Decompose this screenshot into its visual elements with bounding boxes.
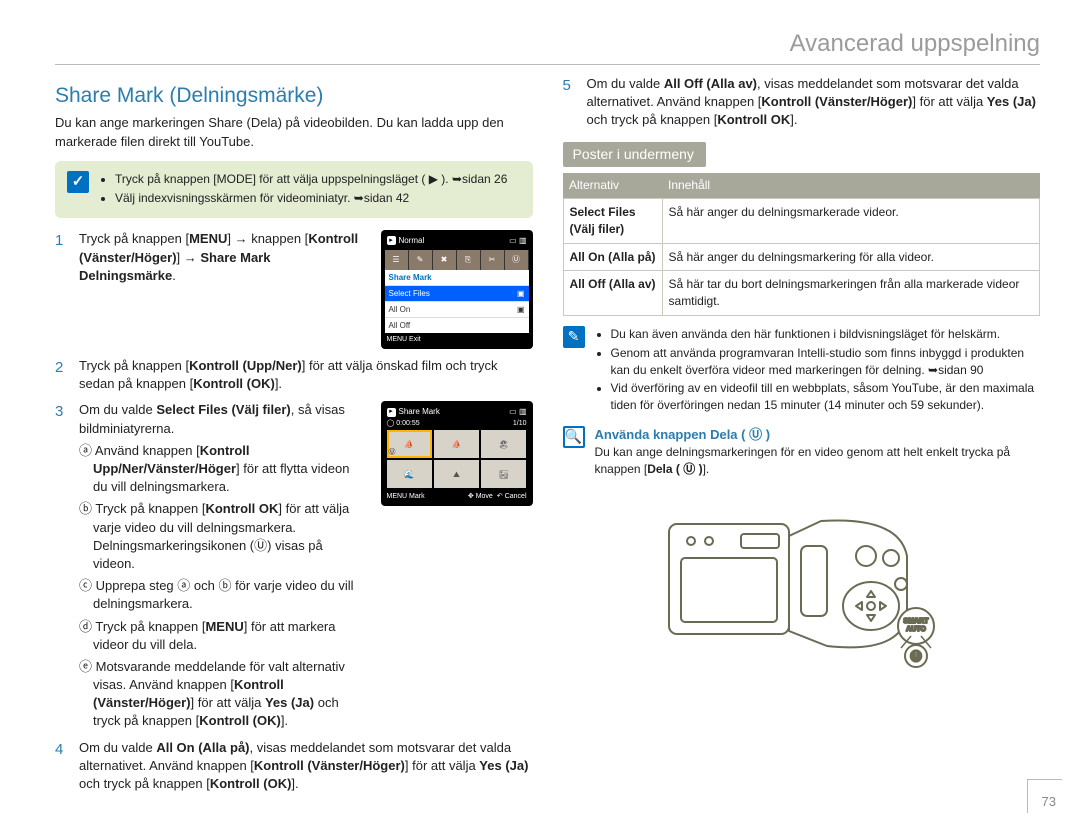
lcd-count: 1/10 (513, 419, 527, 429)
camera-illustration: SMART AUTO Ⓤ (651, 486, 951, 686)
step-text: Om du valde All On (Alla på), visas medd… (79, 739, 533, 794)
bookmark-icon: ▣ (517, 288, 525, 299)
lcd-tab-icon: Ⓤ (505, 250, 529, 270)
table-row: All Off (Alla av) Så här tar du bort del… (563, 271, 1040, 316)
step-number: 5 (563, 75, 577, 96)
table-head-alternativ: Alternativ (563, 173, 662, 198)
lcd-title: Share Mark (399, 406, 440, 417)
table-head-innehall: Innehåll (662, 173, 1039, 198)
lcd-tab-icon: ⎘ (457, 250, 481, 270)
check-icon: ✓ (67, 171, 89, 193)
step-sub-c: ⓒ Upprepa steg ⓐ och ⓑ för varje video d… (79, 577, 365, 613)
step-sub-b: ⓑ Tryck på knappen [Kontroll OK] för att… (79, 500, 365, 573)
page-number: 73 (1027, 779, 1062, 813)
step-text: Tryck på knappen [Kontroll (Upp/Ner)] fö… (79, 357, 533, 393)
thumbnail: 🌊 (387, 460, 432, 488)
table-key: All On (Alla på) (563, 243, 662, 271)
battery-icon: ▭ ▥ (509, 235, 526, 246)
lcd-menu-item: All Off (389, 320, 411, 331)
tip-title: Använda knappen Dela ( Ⓤ ) (595, 426, 1041, 444)
table-key: Select Files(Välj filer) (563, 198, 662, 243)
step-number: 2 (55, 357, 69, 378)
lcd-top-label: Normal (399, 235, 425, 246)
lcd-figure-thumbs: ▸ Share Mark ▭ ▥ ◯ 0:00:55 1/10 ⛵Ⓤ ⛵ (381, 401, 533, 506)
lcd-menu-title: Share Mark (389, 272, 432, 283)
thumbnail: 🏖 (481, 430, 526, 458)
note-item: Vid överföring av en videofil till en we… (611, 380, 1041, 414)
step-sub-a: ⓐ Använd knappen [Kontroll Upp/Ner/Vänst… (79, 442, 365, 497)
lcd-foot-exit: MENU Exit (387, 335, 421, 345)
table-val: Så här anger du delningsmarkering för al… (662, 243, 1039, 271)
page-header-title: Avancerad uppspelning (55, 30, 1040, 65)
bookmark-icon: ▣ (517, 304, 525, 315)
table-row: Select Files(Välj filer) Så här anger du… (563, 198, 1040, 243)
precondition-box: ✓ Tryck på knappen [MODE] för att välja … (55, 161, 533, 219)
step-text: Tryck på knappen [MENU] → knappen [Kontr… (79, 230, 365, 285)
options-table: Alternativ Innehåll Select Files(Välj fi… (563, 173, 1041, 316)
svg-text:SMART: SMART (904, 618, 930, 625)
thumbnail: 🏜 (481, 460, 526, 488)
pencil-icon: ✎ (563, 326, 585, 348)
table-row: All On (Alla på) Så här anger du delning… (563, 243, 1040, 271)
lcd-tab-icon: ☰ (385, 250, 409, 270)
lcd-tab-icon: ✎ (409, 250, 433, 270)
lcd-foot-move: ✥ Move (468, 492, 493, 502)
note-box: ✎ Du kan även använda den här funktionen… (563, 326, 1041, 416)
table-val: Så här anger du delningsmarkerade videor… (662, 198, 1039, 243)
step-number: 1 (55, 230, 69, 251)
lcd-tab-icon: ✖ (433, 250, 457, 270)
precondition-item: Välj indexvisningsskärmen för videominia… (115, 190, 507, 207)
intro-text: Du kan ange markeringen Share (Dela) på … (55, 114, 533, 150)
lcd-menu-item: Select Files (389, 288, 430, 299)
play-icon: ▸ (387, 236, 396, 245)
step-sub-e: ⓔ Motsvarande meddelande för valt altern… (79, 658, 365, 731)
note-item: Genom att använda programvaran Intelli-s… (611, 345, 1041, 379)
step-sub-d: ⓓ Tryck på knappen [MENU] för att marker… (79, 618, 365, 654)
lcd-foot-cancel: ↶ Cancel (497, 492, 527, 502)
right-column: 5 Om du valde All Off (Alla av), visas m… (563, 75, 1041, 801)
battery-icon: ▭ ▥ (509, 406, 526, 417)
table-key: All Off (Alla av) (563, 271, 662, 316)
precondition-item: Tryck på knappen [MODE] för att välja up… (115, 171, 507, 188)
tip-box: 🔍 Använda knappen Dela ( Ⓤ ) Du kan ange… (563, 426, 1041, 478)
play-icon: ▸ (387, 408, 396, 417)
lcd-figure-menu: ▸ Normal ▭ ▥ ☰ ✎ ✖ ⎘ ✂ Ⓤ (381, 230, 533, 349)
thumbnail: ⛵ (434, 430, 479, 458)
tip-text: Du kan ange delningsmarkeringen för en v… (595, 444, 1041, 478)
step-number: 4 (55, 739, 69, 760)
thumbnail-selected: ⛵Ⓤ (387, 430, 432, 458)
lcd-time: ◯ 0:00:55 (387, 419, 420, 429)
note-item: Du kan även använda den här funktionen i… (611, 326, 1041, 343)
table-val: Så här tar du bort delningsmarkeringen f… (662, 271, 1039, 316)
step-number: 3 (55, 401, 69, 422)
section-title: Share Mark (Delningsmärke) (55, 81, 533, 110)
lcd-tab-icon: ✂ (481, 250, 505, 270)
submenu-heading: Poster i undermeny (563, 142, 706, 168)
step-text: Om du valde Select Files (Välj filer), s… (79, 401, 365, 437)
svg-text:AUTO: AUTO (906, 626, 926, 633)
thumbnail: ⛰ (434, 460, 479, 488)
svg-text:Ⓤ: Ⓤ (911, 649, 922, 663)
magnifier-icon: 🔍 (563, 426, 585, 448)
step-text: Om du valde All Off (Alla av), visas med… (587, 75, 1041, 130)
left-column: Share Mark (Delningsmärke) Du kan ange m… (55, 75, 533, 801)
lcd-foot-mark: MENU Mark (387, 492, 425, 502)
lcd-menu-item: All On (389, 304, 411, 315)
